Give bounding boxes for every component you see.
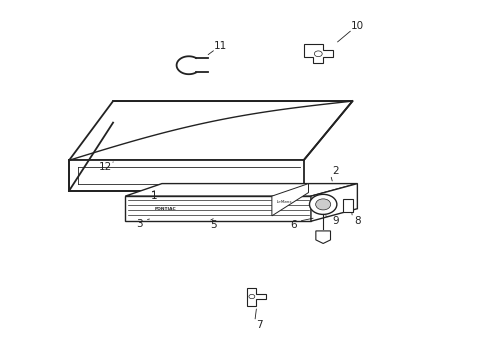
Text: 8: 8 [354,216,361,226]
Polygon shape [247,288,266,306]
Text: 6: 6 [291,220,297,230]
Text: 7: 7 [256,320,263,330]
Text: 5: 5 [210,220,217,230]
Polygon shape [311,184,357,221]
Polygon shape [69,101,352,160]
Circle shape [316,199,331,210]
Text: PONTIAC: PONTIAC [155,207,176,211]
Text: 2: 2 [332,166,339,176]
Text: 3: 3 [137,219,143,229]
Polygon shape [125,184,357,196]
Polygon shape [69,160,304,191]
Polygon shape [272,184,309,216]
Text: 11: 11 [214,41,227,50]
Polygon shape [304,44,333,63]
Text: 1: 1 [151,191,158,201]
Text: 9: 9 [332,216,339,226]
Text: LeMans: LeMans [277,200,292,204]
Polygon shape [343,199,353,212]
Text: 12: 12 [99,162,112,172]
Circle shape [310,194,337,215]
Polygon shape [125,196,311,221]
Text: 10: 10 [351,21,364,31]
Polygon shape [316,231,331,243]
